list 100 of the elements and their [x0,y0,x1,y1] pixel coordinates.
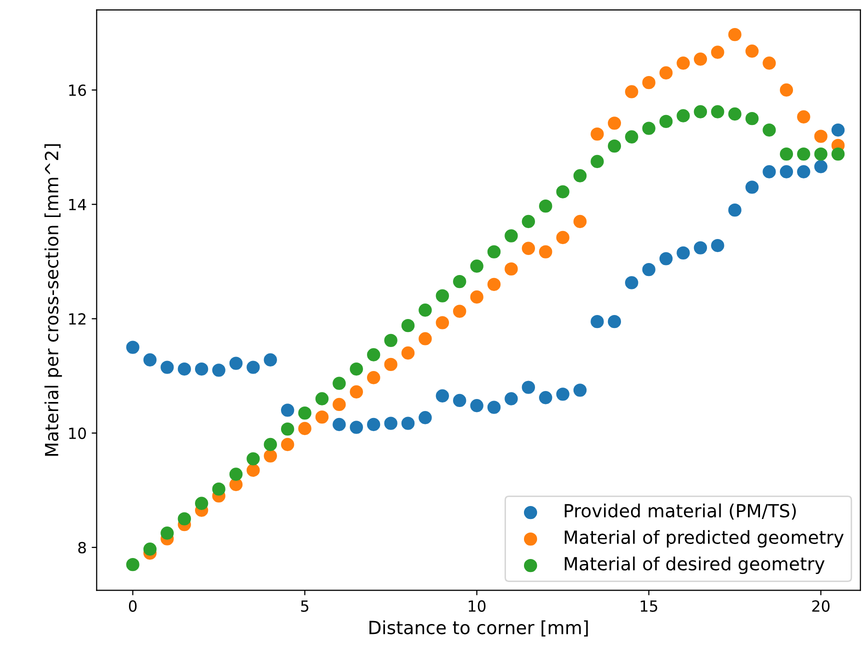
point [711,238,724,252]
point [625,85,638,98]
point [797,147,810,161]
point [676,246,690,260]
point [642,262,656,276]
point [556,185,570,198]
point [384,416,398,430]
point [126,558,140,572]
point [470,290,484,304]
point [418,411,432,424]
point [659,252,673,266]
point [143,542,157,556]
point [453,394,466,408]
point [608,116,622,130]
legend-label: Material of predicted geometry [564,530,844,548]
point [711,105,724,118]
point [367,418,380,432]
point [728,203,742,217]
point [487,400,501,414]
x-tick-label: 15 [640,600,658,612]
point [487,245,501,258]
point [694,52,708,66]
point [418,332,432,346]
point [522,242,536,255]
point [608,314,622,328]
point [212,482,226,496]
point [676,56,690,70]
point [160,526,174,540]
point [573,169,587,182]
point [694,241,708,254]
x-tick-label: 10 [468,600,486,612]
point [797,165,810,178]
point [590,127,604,141]
point [350,385,363,398]
point [195,496,208,510]
point [160,360,174,374]
point [418,304,432,317]
point [195,362,208,376]
point [298,406,312,420]
point [229,468,243,481]
point [556,388,570,401]
point [590,314,604,328]
legend-label: Provided material (PM/TS) [564,504,796,520]
point [676,109,690,122]
point [539,391,552,404]
point [814,160,828,174]
point [332,376,346,390]
x-tick-label: 0 [128,600,137,612]
point [178,512,191,526]
y-tick-label: 10 [69,428,86,440]
point [831,147,845,161]
point [745,112,759,126]
point [350,420,363,434]
point [659,66,673,80]
point [436,389,449,402]
x-axis-title: Distance to corner [mm] [370,620,588,636]
point [762,56,776,70]
point [246,360,260,374]
point [780,165,794,178]
y-tick-label: 8 [78,542,86,554]
point [281,404,294,417]
point [814,130,828,143]
point [504,392,518,406]
point [762,165,776,178]
point [608,139,622,153]
point [143,353,157,366]
point [401,346,415,360]
y-tick-label: 14 [69,199,86,210]
point [178,362,191,376]
point [367,371,380,384]
point [625,276,638,290]
y-tick-label: 12 [69,313,86,325]
point [573,384,587,397]
point [522,380,536,394]
point [762,123,776,137]
y-axis-title: Material per cross-section [mm^2] [44,144,62,456]
point [264,449,277,463]
point [470,260,484,273]
point [642,76,656,90]
point [281,438,294,452]
point [401,416,415,430]
point [470,399,484,412]
point [780,83,794,97]
x-tick-label: 5 [301,600,308,612]
point [728,107,742,121]
point [401,318,415,332]
point [384,334,398,348]
point [384,358,398,372]
point [264,438,277,452]
point [487,278,501,291]
point [659,114,673,128]
point [246,452,260,466]
point [590,154,604,168]
point [453,274,466,288]
point [229,356,243,370]
point [539,245,552,258]
point [436,289,449,302]
point [745,44,759,58]
point [728,28,742,42]
point [332,398,346,412]
